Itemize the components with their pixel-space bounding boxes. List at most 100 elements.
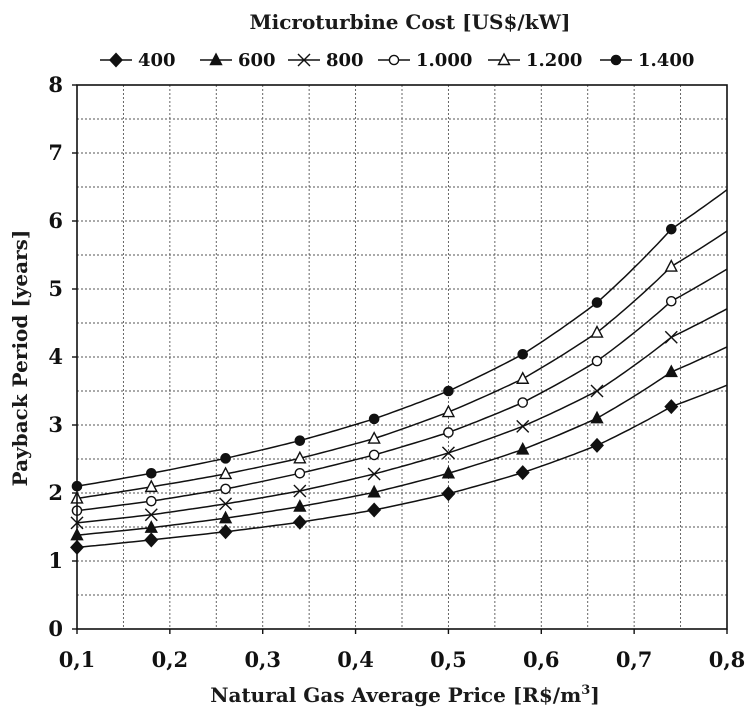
data-point-800 — [293, 484, 307, 498]
x-tick-label: 0,2 — [152, 647, 189, 672]
data-point-400 — [441, 486, 456, 502]
data-point-800 — [441, 446, 455, 460]
data-point-400 — [590, 437, 604, 453]
data-point-800 — [516, 419, 530, 433]
data-point-1200 — [367, 431, 381, 444]
y-axis-ticks: 0 1 2 3 4 5 6 7 8 — [48, 72, 77, 641]
y-tick-label: 1 — [48, 548, 63, 573]
legend-item-1200: 1.200 — [488, 50, 582, 71]
data-point-400 — [218, 524, 233, 540]
legend-marker — [497, 52, 511, 66]
data-point-400 — [515, 465, 530, 481]
data-point-400 — [367, 502, 382, 518]
series-line-400 — [76, 384, 728, 549]
data-point-600 — [293, 499, 307, 512]
data-point-600 — [441, 465, 456, 479]
data-point-1200 — [293, 450, 307, 464]
series-line-800 — [76, 308, 728, 524]
data-point-1000 — [145, 495, 157, 507]
x-tick-label: 0,1 — [59, 647, 96, 672]
x-tick-label: 0,6 — [523, 647, 560, 672]
data-point-800 — [219, 497, 233, 511]
data-point-1000 — [220, 483, 231, 495]
data-point-1000 — [368, 449, 380, 461]
legend: 400 600 800 1.000 1.200 1.400 — [100, 50, 694, 71]
y-tick-label: 5 — [48, 276, 63, 301]
data-point-800 — [664, 330, 678, 344]
data-point-1400 — [368, 413, 380, 425]
data-point-1200 — [144, 479, 158, 493]
x-tick-label: 0,5 — [430, 647, 467, 672]
x-tick-label: 0,3 — [244, 647, 281, 672]
y-tick-label: 4 — [48, 344, 63, 369]
data-point-1400 — [220, 453, 231, 464]
data-point-1200 — [590, 325, 604, 338]
legend-marker — [610, 54, 622, 66]
data-point-1400 — [517, 348, 529, 360]
data-point-600 — [590, 410, 604, 424]
data-point-600 — [367, 484, 381, 498]
legend-item-400: 400 — [100, 50, 176, 71]
legend-label: 600 — [238, 50, 276, 71]
chart-title: Microturbine Cost [US$/kW] — [250, 10, 571, 34]
series-line-1000 — [76, 268, 728, 512]
data-point-1000 — [591, 355, 603, 367]
data-point-400 — [144, 532, 159, 548]
data-point-1400 — [591, 297, 603, 308]
legend-label: 1.000 — [416, 50, 472, 71]
grid — [77, 85, 727, 629]
x-axis-label-superscript: 3 — [581, 683, 590, 698]
data-point-1400 — [443, 385, 454, 397]
data-point-1400 — [145, 467, 157, 479]
data-point-600 — [516, 441, 530, 455]
data-point-600 — [664, 364, 678, 378]
y-tick-label: 3 — [48, 412, 63, 437]
data-point-400 — [292, 514, 307, 530]
y-tick-label: 0 — [48, 616, 63, 641]
series-line-1400 — [76, 189, 728, 487]
data-point-600 — [218, 510, 233, 524]
series-line-1200 — [76, 230, 728, 500]
y-tick-label: 2 — [48, 480, 63, 505]
legend-marker — [388, 54, 400, 66]
y-axis-label: Payback Period [years] — [8, 230, 32, 487]
legend-item-1000: 1.000 — [378, 50, 472, 71]
y-tick-label: 6 — [48, 208, 63, 233]
x-tick-label: 0,8 — [709, 647, 746, 672]
x-axis-label-end: ] — [590, 683, 599, 707]
data-point-1000 — [517, 397, 529, 408]
data-point-400 — [664, 399, 679, 415]
data-point-1200 — [516, 371, 530, 384]
legend-marker — [109, 52, 123, 68]
series-line-600 — [76, 346, 728, 536]
data-point-1400 — [665, 223, 677, 235]
legend-marker — [209, 52, 223, 66]
series-curves — [76, 189, 728, 549]
y-tick-label: 7 — [48, 140, 63, 165]
legend-label: 400 — [138, 50, 176, 71]
data-point-1000 — [443, 427, 454, 438]
x-tick-label: 0,4 — [337, 647, 374, 672]
data-point-600 — [144, 520, 158, 533]
x-axis-label-main: Natural Gas Average Price [R$/m — [210, 683, 581, 707]
legend-label: 800 — [326, 50, 364, 71]
data-point-1200 — [664, 259, 678, 272]
legend-label: 1.400 — [638, 50, 694, 71]
legend-item-600: 600 — [200, 50, 276, 71]
x-tick-label: 0,7 — [616, 647, 653, 672]
legend-item-800: 800 — [288, 50, 364, 71]
x-axis-ticks: 0,1 0,2 0,3 0,4 0,5 0,6 0,7 0,8 — [59, 629, 746, 672]
legend-item-1400: 1.400 — [600, 50, 694, 71]
data-point-1000 — [294, 467, 306, 479]
data-point-1000 — [665, 295, 677, 307]
legend-label: 1.200 — [526, 50, 582, 71]
data-point-1400 — [294, 435, 306, 446]
data-point-800 — [367, 467, 381, 481]
data-point-800 — [144, 508, 158, 522]
data-point-800 — [590, 384, 604, 398]
legend-marker — [297, 53, 311, 67]
series-markers — [70, 223, 679, 555]
y-tick-label: 8 — [48, 72, 63, 97]
data-point-1200 — [218, 466, 233, 480]
